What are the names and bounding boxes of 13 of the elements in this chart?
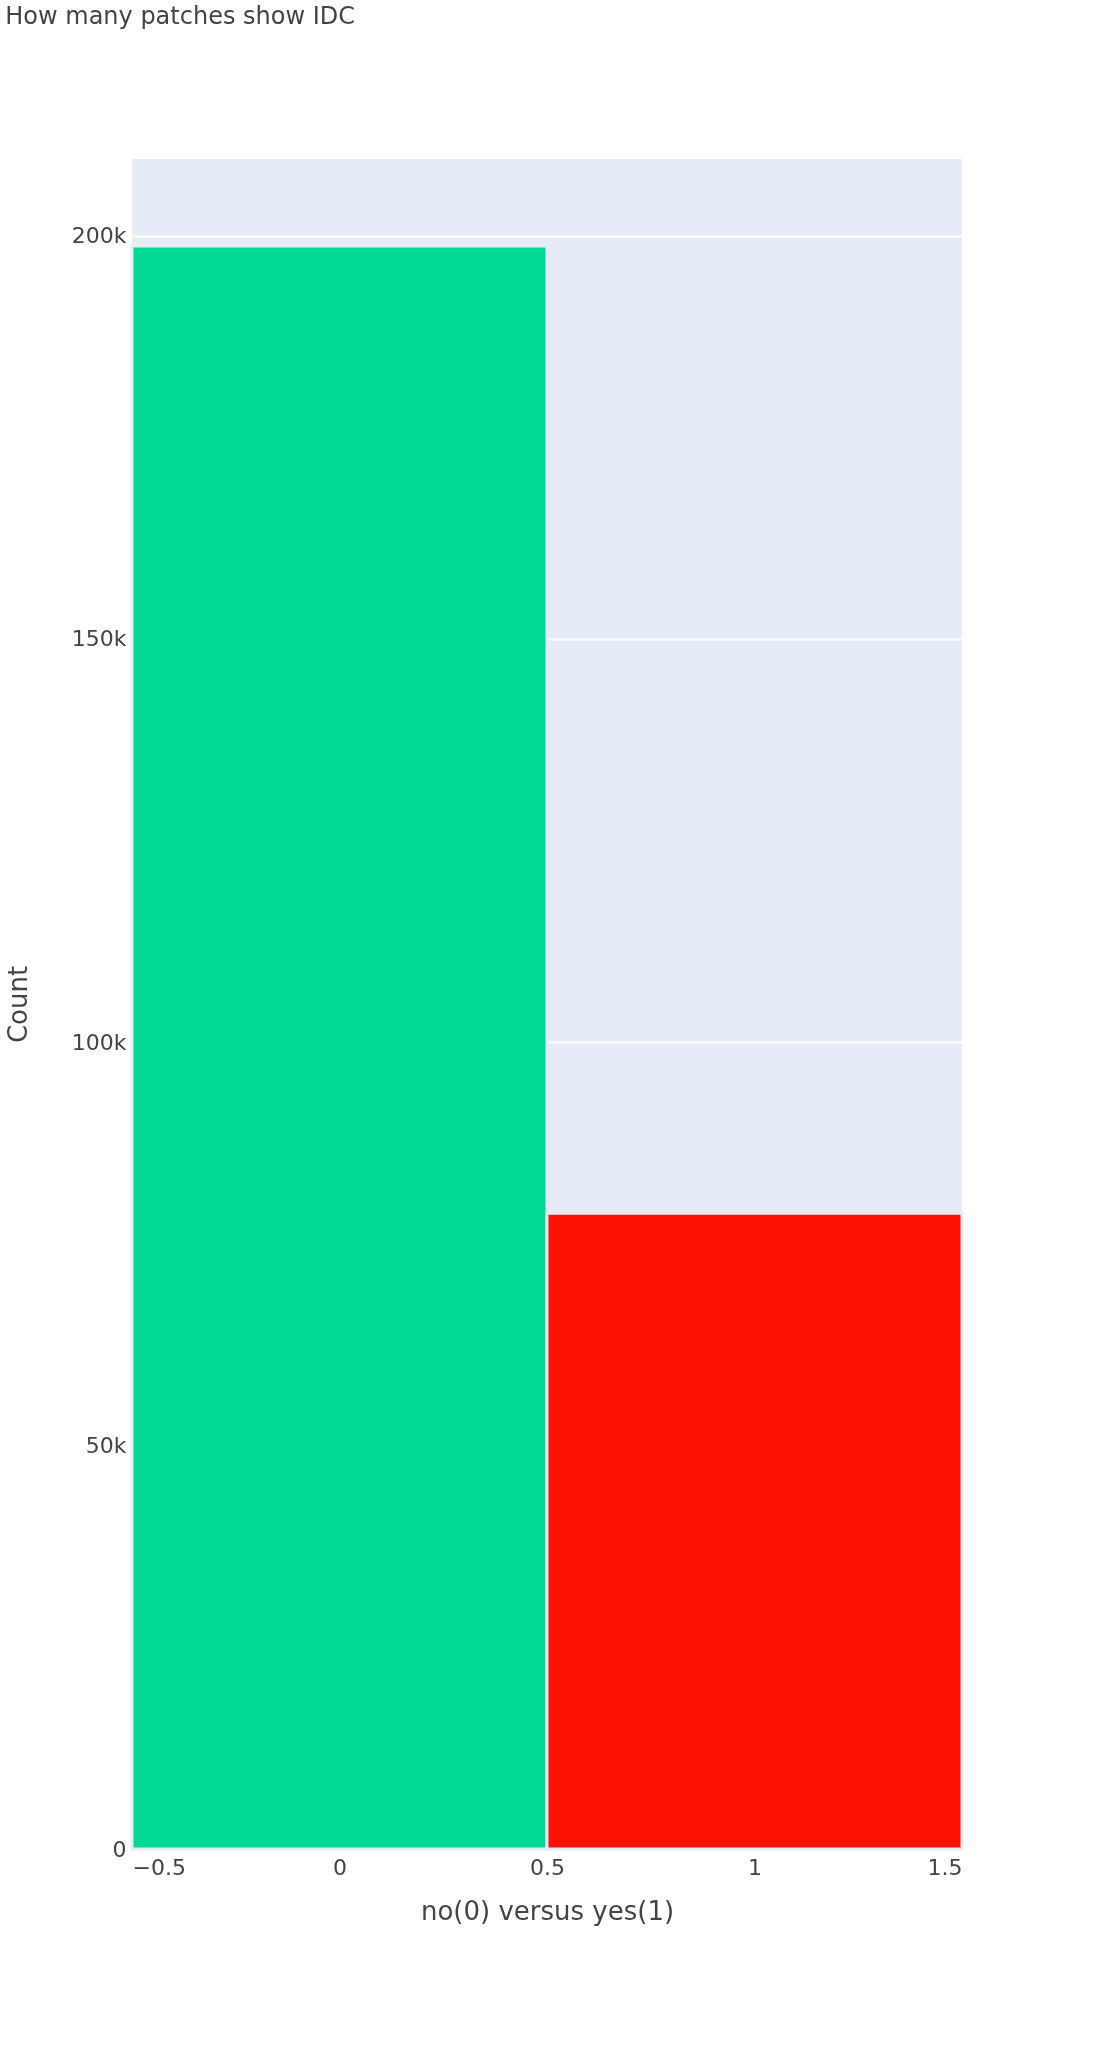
x-tick-label: −0.5	[132, 1854, 186, 1880]
y-tick-label: 0	[112, 1836, 127, 1862]
x-axis-title: no(0) versus yes(1)	[420, 1895, 675, 1926]
y-tick-label: 100k	[71, 1029, 127, 1055]
y-axis-title: Count	[2, 965, 33, 1044]
x-tick-label: 1.5	[927, 1854, 963, 1880]
x-tick-label: 0	[333, 1854, 347, 1880]
y-tick-label: 50k	[85, 1433, 127, 1459]
x-tick-label: 0.5	[530, 1854, 565, 1880]
y-tick-label: 150k	[71, 626, 127, 652]
x-tick-label: 1	[748, 1854, 762, 1880]
chart-title: How many patches show IDC	[5, 2, 356, 30]
y-tick-label: 200k	[71, 223, 127, 249]
